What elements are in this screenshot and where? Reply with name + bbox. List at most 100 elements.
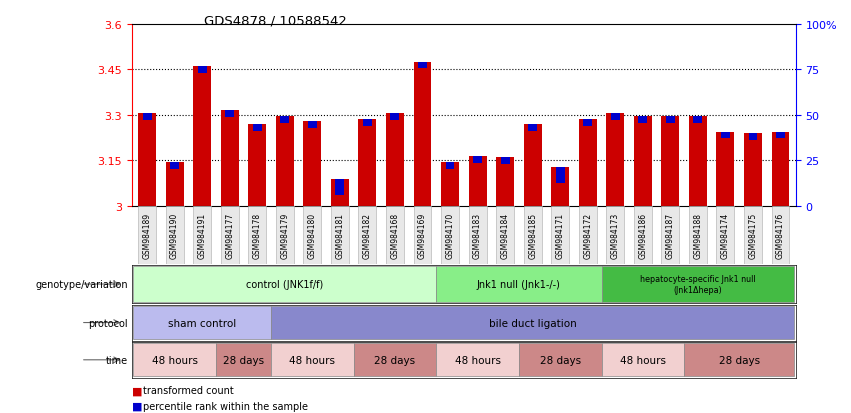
- FancyBboxPatch shape: [271, 306, 794, 339]
- Text: sham control: sham control: [168, 318, 237, 328]
- Text: ■: ■: [132, 401, 142, 411]
- Bar: [744, 134, 762, 206]
- Bar: [143, 114, 151, 121]
- FancyBboxPatch shape: [519, 343, 602, 377]
- Text: GSM984191: GSM984191: [197, 212, 207, 259]
- Bar: [665, 117, 675, 124]
- Bar: [138, 114, 156, 206]
- FancyBboxPatch shape: [138, 206, 156, 264]
- Text: 48 hours: 48 hours: [454, 355, 500, 365]
- Bar: [197, 67, 207, 74]
- Bar: [694, 117, 702, 124]
- Text: GSM984187: GSM984187: [665, 212, 675, 259]
- Bar: [391, 114, 399, 121]
- Text: GSM984177: GSM984177: [226, 212, 234, 259]
- Text: GSM984168: GSM984168: [391, 212, 399, 259]
- Text: GSM984184: GSM984184: [500, 212, 510, 259]
- Bar: [611, 114, 620, 121]
- Bar: [280, 117, 289, 124]
- FancyBboxPatch shape: [358, 206, 376, 264]
- FancyBboxPatch shape: [744, 206, 762, 264]
- Text: 28 days: 28 days: [223, 355, 264, 365]
- Bar: [441, 163, 459, 206]
- Text: GSM984189: GSM984189: [143, 212, 151, 259]
- FancyBboxPatch shape: [469, 206, 487, 264]
- Text: 48 hours: 48 hours: [151, 355, 197, 365]
- Bar: [749, 134, 757, 140]
- FancyBboxPatch shape: [134, 267, 437, 302]
- Bar: [166, 163, 184, 206]
- Text: GSM984182: GSM984182: [363, 212, 372, 259]
- FancyBboxPatch shape: [271, 343, 354, 377]
- FancyBboxPatch shape: [523, 206, 541, 264]
- Bar: [551, 167, 569, 206]
- Bar: [446, 163, 454, 169]
- FancyBboxPatch shape: [579, 206, 597, 264]
- Text: 28 days: 28 days: [540, 355, 580, 365]
- FancyBboxPatch shape: [661, 206, 679, 264]
- FancyBboxPatch shape: [166, 206, 184, 264]
- Text: GSM984183: GSM984183: [473, 212, 482, 259]
- Text: GSM984172: GSM984172: [583, 212, 592, 259]
- Bar: [363, 120, 372, 127]
- Bar: [308, 122, 317, 128]
- FancyBboxPatch shape: [717, 206, 734, 264]
- FancyBboxPatch shape: [496, 206, 514, 264]
- Text: GDS4878 / 10588542: GDS4878 / 10588542: [204, 14, 347, 27]
- Text: protocol: protocol: [88, 318, 128, 328]
- Bar: [689, 117, 707, 206]
- Bar: [496, 158, 514, 206]
- Bar: [556, 167, 565, 184]
- FancyBboxPatch shape: [602, 343, 684, 377]
- Text: GSM984178: GSM984178: [253, 212, 262, 259]
- Bar: [418, 63, 427, 69]
- FancyBboxPatch shape: [248, 206, 266, 264]
- Bar: [638, 117, 648, 124]
- Text: GSM984174: GSM984174: [721, 212, 730, 259]
- Text: time: time: [106, 355, 128, 365]
- Text: percentile rank within the sample: percentile rank within the sample: [143, 401, 308, 411]
- FancyBboxPatch shape: [606, 206, 625, 264]
- FancyBboxPatch shape: [134, 343, 216, 377]
- Bar: [579, 120, 597, 206]
- Bar: [414, 63, 431, 206]
- Text: genotype/variation: genotype/variation: [35, 279, 128, 290]
- Bar: [386, 114, 404, 206]
- Bar: [523, 125, 541, 206]
- Text: 28 days: 28 days: [374, 355, 415, 365]
- Bar: [500, 158, 510, 165]
- Bar: [193, 67, 211, 206]
- FancyBboxPatch shape: [772, 206, 790, 264]
- FancyBboxPatch shape: [276, 206, 294, 264]
- Bar: [170, 163, 179, 169]
- Text: GSM984176: GSM984176: [776, 212, 785, 259]
- FancyBboxPatch shape: [602, 267, 794, 302]
- Text: GSM984170: GSM984170: [446, 212, 454, 259]
- Text: GSM984175: GSM984175: [749, 212, 757, 259]
- FancyBboxPatch shape: [437, 343, 519, 377]
- Bar: [634, 117, 652, 206]
- Text: 48 hours: 48 hours: [289, 355, 335, 365]
- FancyBboxPatch shape: [441, 206, 459, 264]
- Text: transformed count: transformed count: [143, 385, 234, 395]
- Bar: [335, 179, 345, 196]
- Text: GSM984169: GSM984169: [418, 212, 427, 259]
- Text: GSM984179: GSM984179: [280, 212, 289, 259]
- Bar: [248, 125, 266, 206]
- Bar: [717, 132, 734, 206]
- Text: control (JNK1f/f): control (JNK1f/f): [246, 279, 323, 290]
- Text: 28 days: 28 days: [718, 355, 760, 365]
- FancyBboxPatch shape: [354, 343, 437, 377]
- FancyBboxPatch shape: [684, 343, 794, 377]
- Bar: [253, 125, 262, 131]
- Bar: [772, 132, 790, 206]
- Bar: [583, 120, 592, 127]
- Text: Jnk1 null (Jnk1-/-): Jnk1 null (Jnk1-/-): [477, 279, 561, 290]
- FancyBboxPatch shape: [216, 343, 271, 377]
- Bar: [606, 114, 625, 206]
- Bar: [220, 111, 238, 206]
- FancyBboxPatch shape: [220, 206, 238, 264]
- Text: bile duct ligation: bile duct ligation: [488, 318, 576, 328]
- Text: 48 hours: 48 hours: [620, 355, 665, 365]
- FancyBboxPatch shape: [437, 267, 602, 302]
